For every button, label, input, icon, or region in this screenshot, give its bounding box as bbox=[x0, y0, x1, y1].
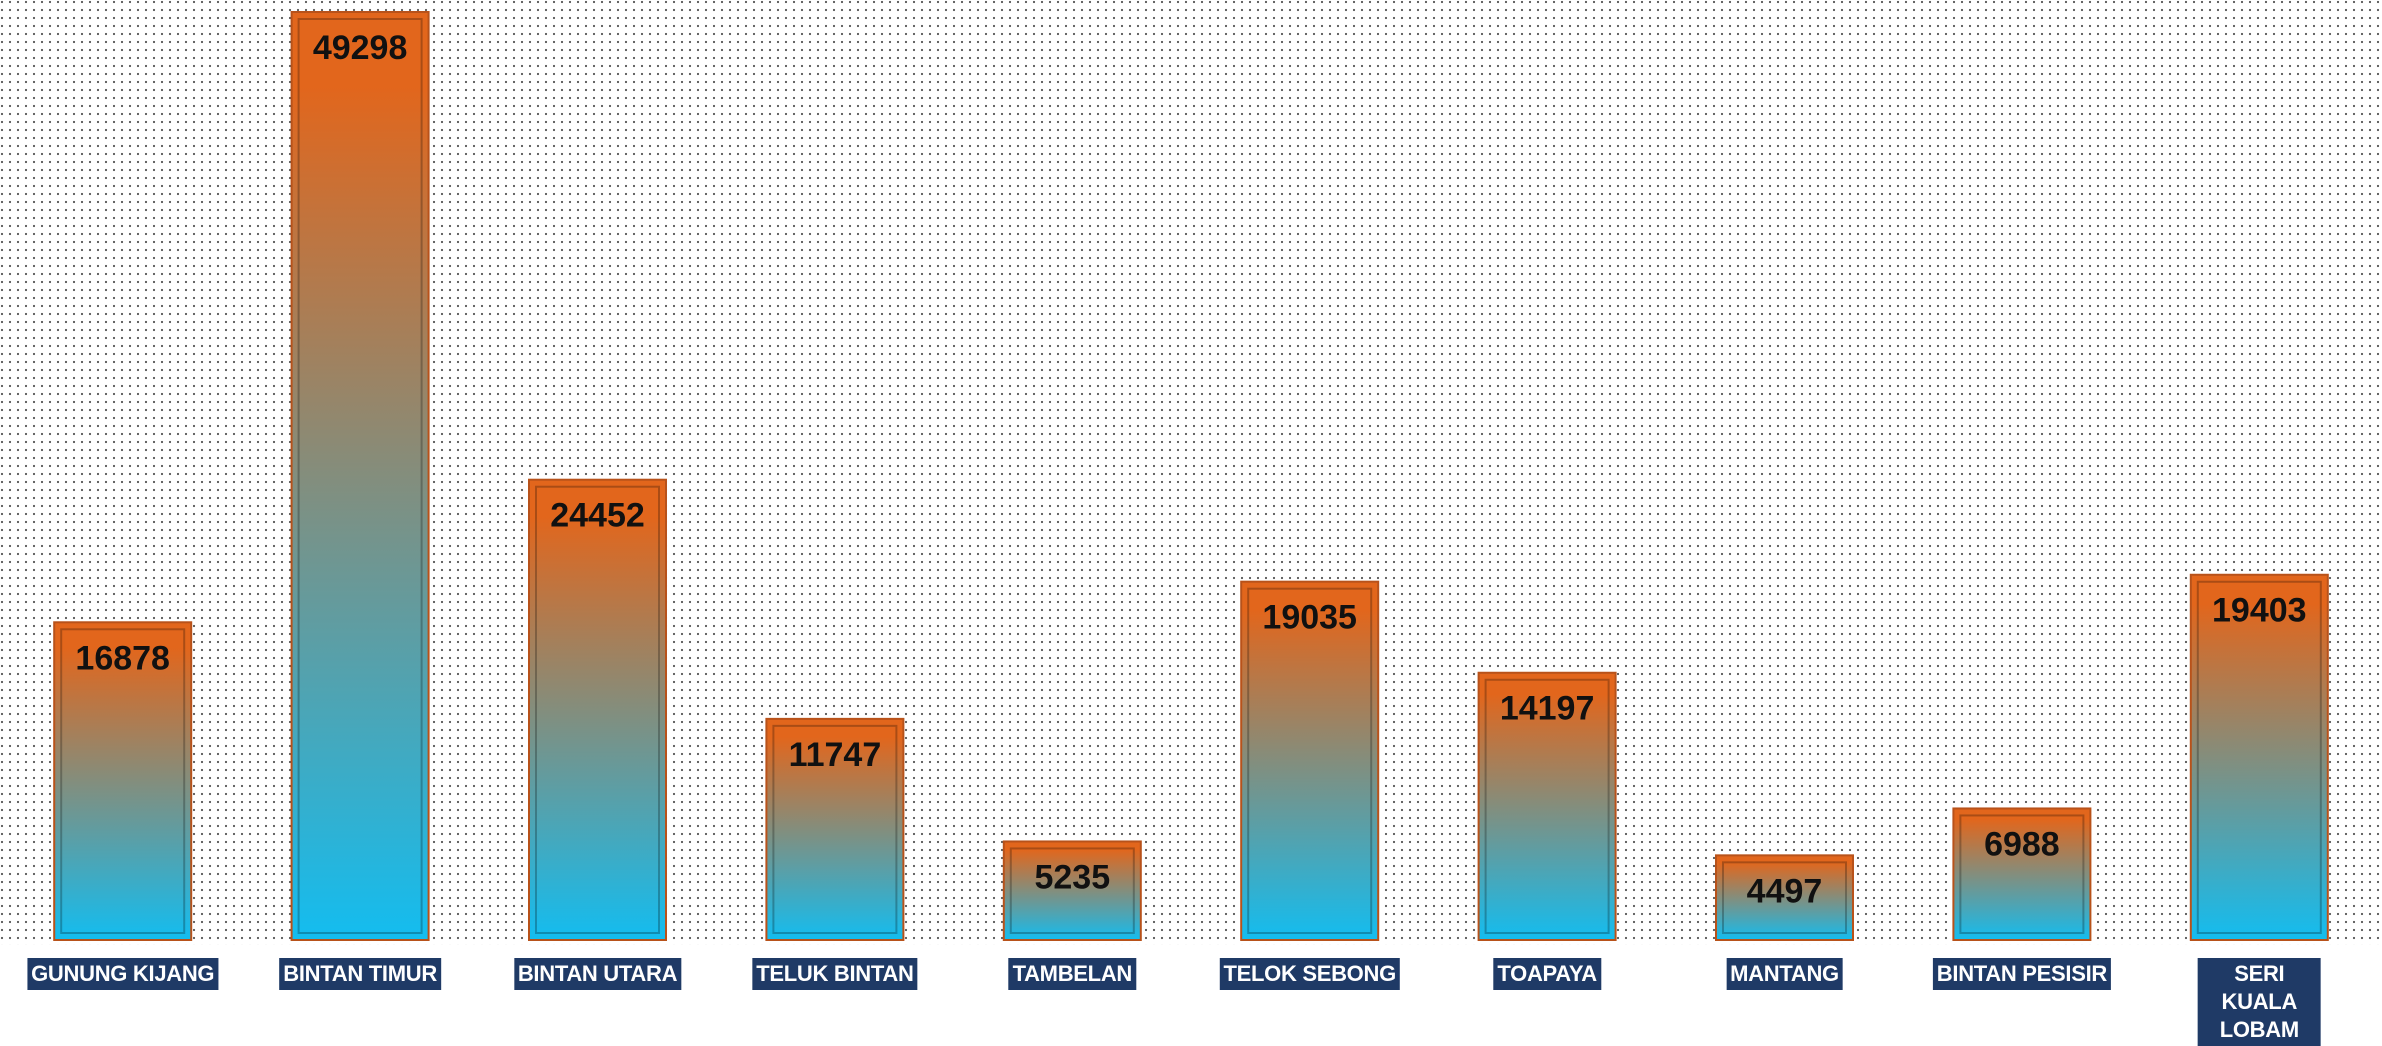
category-label: SERI KUALA LOBAM bbox=[2197, 958, 2321, 1046]
bar-bevel bbox=[297, 18, 423, 934]
category-label: BINTAN PESISIR bbox=[1932, 958, 2111, 990]
bar-bevel bbox=[1009, 847, 1135, 935]
bar bbox=[1240, 580, 1380, 941]
value-label: 49298 bbox=[313, 29, 408, 67]
bar bbox=[1715, 854, 1854, 942]
bar-bevel bbox=[1959, 814, 2085, 934]
value-label: 24452 bbox=[550, 497, 645, 535]
category-label: GUNUNG KIJANG bbox=[27, 958, 219, 990]
bar-bevel bbox=[1484, 678, 1610, 935]
bar bbox=[765, 717, 905, 941]
bar bbox=[1477, 671, 1617, 941]
category-label: BINTAN UTARA bbox=[513, 958, 682, 990]
value-label: 6988 bbox=[1984, 825, 2060, 863]
bar-bevel bbox=[535, 485, 660, 934]
chart: 16878 49298 24452 11747 5235 19035 14197 4497 69… bbox=[0, 0, 2382, 945]
value-label: 16878 bbox=[75, 639, 170, 677]
bar bbox=[53, 621, 193, 941]
bar bbox=[1002, 840, 1142, 942]
bar-bevel bbox=[1722, 861, 1847, 935]
bar bbox=[1952, 807, 2092, 941]
category-label: MANTANG bbox=[1726, 958, 1843, 990]
value-label: 5235 bbox=[1034, 858, 1110, 896]
bar bbox=[290, 11, 430, 941]
bar-bevel bbox=[60, 628, 186, 934]
category-label: BINTAN TIMUR bbox=[279, 958, 441, 990]
value-label: 14197 bbox=[1500, 690, 1595, 728]
bar bbox=[528, 478, 667, 941]
bar-bevel bbox=[772, 724, 898, 934]
bar-bevel bbox=[2196, 580, 2322, 935]
value-label: 19403 bbox=[2212, 592, 2307, 630]
category-label: TELOK SEBONG bbox=[1219, 958, 1400, 990]
category-label: TAMBELAN bbox=[1008, 958, 1136, 990]
category-label: TELUK BINTAN bbox=[752, 958, 918, 990]
value-label: 19035 bbox=[1262, 599, 1357, 637]
category-label: TOAPAYA bbox=[1493, 958, 1601, 990]
bar-bevel bbox=[1247, 587, 1373, 934]
bar bbox=[2189, 573, 2329, 942]
value-label: 11747 bbox=[789, 736, 882, 774]
value-label: 4497 bbox=[1747, 872, 1823, 910]
